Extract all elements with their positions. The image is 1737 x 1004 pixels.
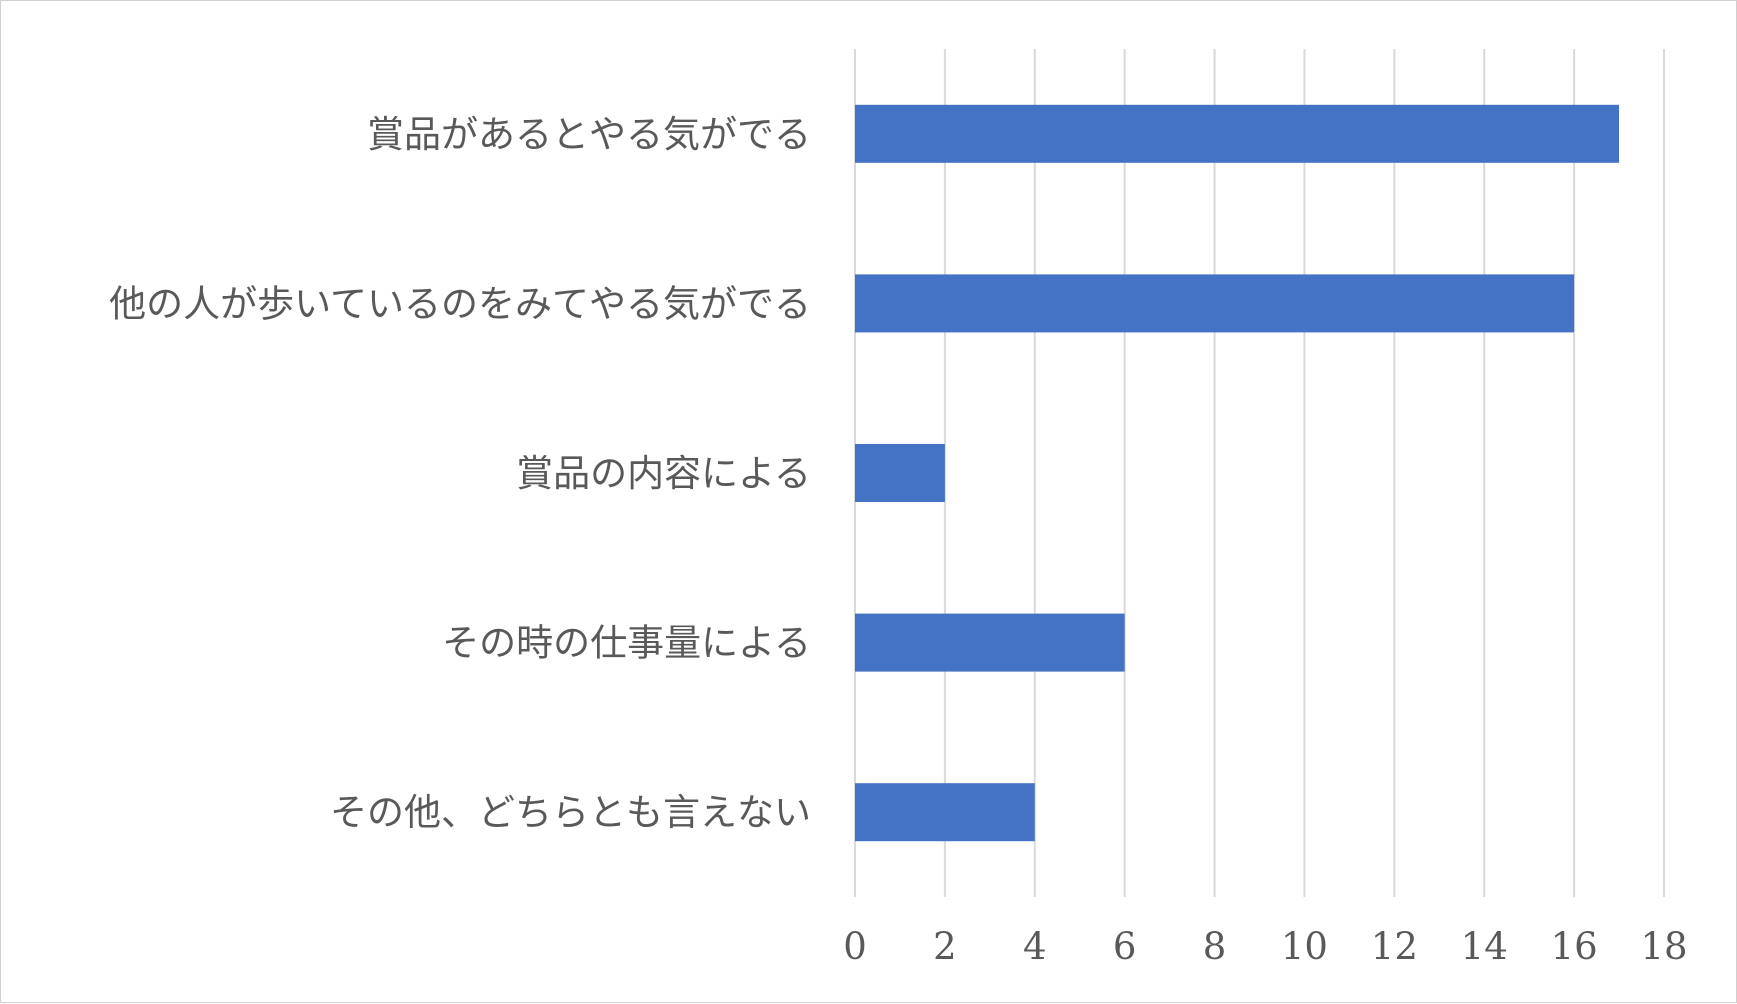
gridlines	[854, 49, 1665, 897]
bar	[855, 613, 1125, 672]
x-tick-label: 2	[933, 925, 957, 968]
category-label: 賞品があるとやる気がでる	[367, 113, 811, 156]
category-labels: 賞品があるとやる気がでる他の人が歩いているのをみてやる気がでる賞品の内容によるそ…	[109, 113, 811, 834]
x-tick-label: 4	[1023, 925, 1047, 968]
x-tick-label: 14	[1461, 925, 1508, 968]
x-tick-label: 18	[1640, 925, 1687, 968]
bar	[855, 274, 1575, 333]
category-label: その他、どちらとも言えない	[330, 791, 811, 834]
x-tick-label: 8	[1203, 925, 1227, 968]
bar	[855, 783, 1035, 842]
x-tick-label: 12	[1371, 925, 1418, 968]
bars	[855, 104, 1620, 842]
x-tick-label: 6	[1113, 925, 1137, 968]
category-label: 他の人が歩いているのをみてやる気がでる	[109, 282, 811, 325]
x-tick-label: 16	[1551, 925, 1598, 968]
bar	[855, 444, 945, 502]
x-tick-label: 0	[843, 925, 867, 968]
category-label: その時の仕事量による	[442, 622, 811, 665]
x-tick-label: 10	[1281, 925, 1328, 968]
x-axis-tick-labels: 0 2 4 6 8 10 12 14 16 18	[843, 925, 1687, 968]
bar	[855, 104, 1620, 163]
category-label: 賞品の内容による	[516, 452, 811, 495]
